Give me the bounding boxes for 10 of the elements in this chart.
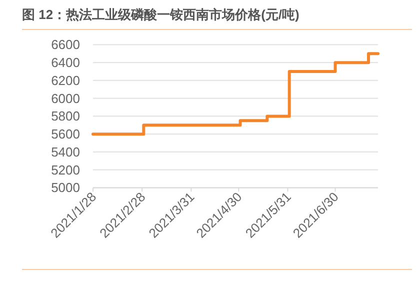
y-tick-label: 5400 — [51, 144, 80, 160]
y-tick-label: 6000 — [51, 90, 80, 106]
chart-title: 图 12：热法工业级磷酸一铵西南市场价格(元/吨) — [22, 6, 412, 30]
y-tick-label: 5600 — [51, 126, 80, 142]
y-tick-label: 6200 — [51, 72, 80, 88]
y-tick-label: 6600 — [51, 37, 80, 52]
y-tick-label: 5200 — [51, 162, 80, 178]
y-tick-label: 5800 — [51, 108, 80, 124]
y-tick-label: 5000 — [51, 180, 80, 196]
y-tick-label: 6400 — [51, 55, 80, 70]
